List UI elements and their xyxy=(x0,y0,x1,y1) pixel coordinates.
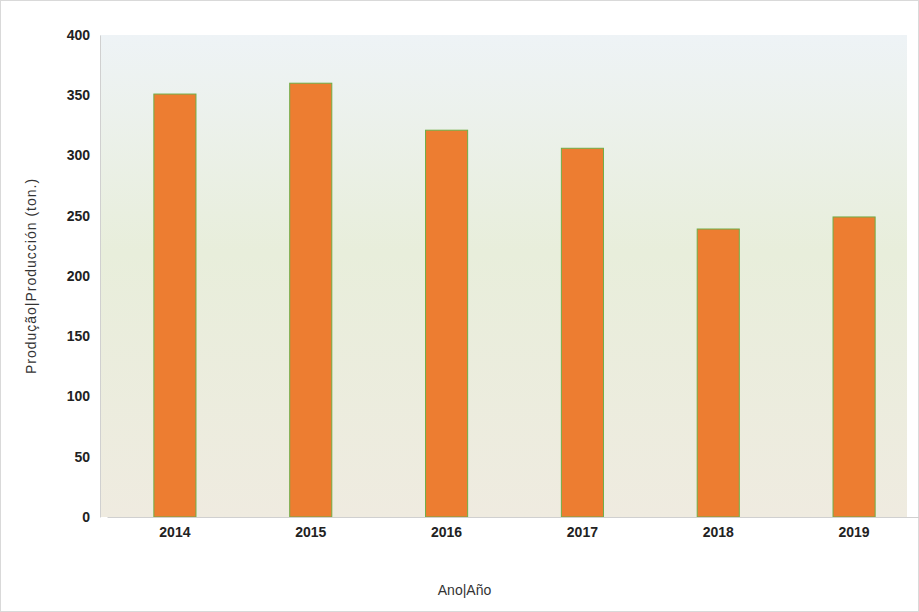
y-tick-label: 150 xyxy=(67,328,91,344)
y-tick: 200 xyxy=(67,268,100,284)
x-tick: 2018 xyxy=(703,517,734,540)
bar xyxy=(561,148,603,517)
x-tick-label: 2016 xyxy=(431,524,462,540)
y-tick: 300 xyxy=(67,147,100,163)
y-tick: 350 xyxy=(67,87,100,103)
y-tick-label: 50 xyxy=(74,449,90,465)
x-axis-title: Ano|Año xyxy=(438,582,492,598)
y-tick: 100 xyxy=(67,388,100,404)
bar xyxy=(290,83,332,517)
bar xyxy=(426,130,468,517)
x-tick-label: 2019 xyxy=(839,524,870,540)
chart-border xyxy=(1,1,919,612)
plot-background xyxy=(100,35,907,517)
y-tick: 150 xyxy=(67,328,100,344)
y-tick-label: 350 xyxy=(67,87,91,103)
y-tick-label: 200 xyxy=(67,268,91,284)
y-tick: 0 xyxy=(82,509,100,525)
y-tick-label: 300 xyxy=(67,147,91,163)
x-tick-label: 2014 xyxy=(159,524,190,540)
y-tick-label: 400 xyxy=(67,27,91,43)
bar xyxy=(833,217,875,517)
x-axis-line xyxy=(108,517,919,518)
x-tick: 2019 xyxy=(839,517,870,540)
bars xyxy=(154,83,875,517)
x-tick-label: 2017 xyxy=(567,524,598,540)
x-axis: 2014 2015 2016 2017 2018 2019 xyxy=(108,517,919,540)
x-tick-label: 2018 xyxy=(703,524,734,540)
y-axis: 0 50 100 150 200 250 300 350 400 xyxy=(67,27,101,525)
y-tick: 250 xyxy=(67,208,100,224)
bar xyxy=(154,94,196,517)
bar xyxy=(697,229,739,517)
y-tick-label: 0 xyxy=(82,509,90,525)
y-tick-label: 250 xyxy=(67,208,91,224)
x-tick: 2015 xyxy=(295,517,326,540)
y-axis-line xyxy=(100,36,101,518)
y-tick: 50 xyxy=(74,449,100,465)
x-tick: 2014 xyxy=(159,517,190,540)
x-tick: 2017 xyxy=(567,517,598,540)
y-axis-title: Produção|Producción (ton.) xyxy=(23,178,39,374)
chart: 0 50 100 150 200 250 300 350 400 2014 2015 2016 2017… xyxy=(0,0,919,612)
y-tick: 400 xyxy=(67,27,100,43)
x-tick-label: 2015 xyxy=(295,524,326,540)
x-tick: 2016 xyxy=(431,517,462,540)
y-tick-label: 100 xyxy=(67,388,91,404)
